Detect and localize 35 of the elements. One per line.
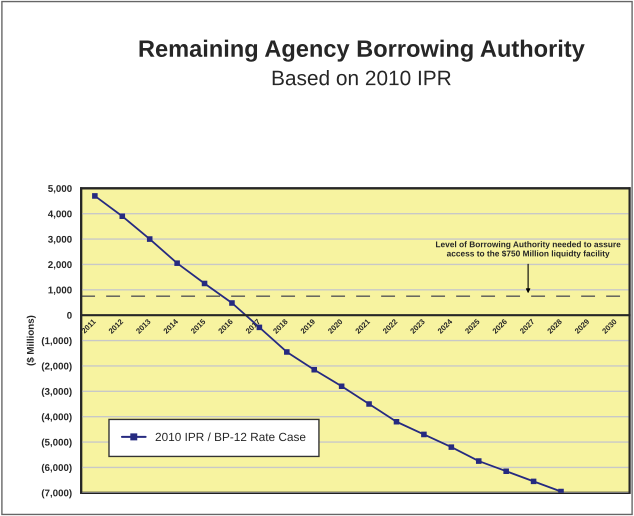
y-tick-label: 4,000 <box>48 210 72 219</box>
y-tick-label: 0 <box>67 312 72 319</box>
y-tick-label: (7,000) <box>42 489 72 498</box>
point <box>558 488 564 493</box>
y-tick-label: 5,000 <box>48 185 72 194</box>
y-axis-title: ($ Millions) <box>26 316 36 366</box>
point <box>530 478 536 484</box>
y-tick-label: (1,000) <box>42 337 72 346</box>
y-tick-label: (6,000) <box>42 464 72 473</box>
y-tick-label: 3,000 <box>48 236 72 244</box>
ref-line-label: Level of Borrowing Authority needed to assure access to the $750 Million liquidty facility <box>436 241 621 258</box>
point <box>338 383 344 390</box>
y-tick-label: (3,000) <box>42 388 72 397</box>
point <box>503 468 509 474</box>
y-tick-label: (4,000) <box>42 413 72 422</box>
y-tick-label: (5,000) <box>42 438 72 448</box>
legend-label: 2010 IPR / BP-12 Rate Case <box>156 432 306 442</box>
y-tick-label: (2,000) <box>42 362 72 372</box>
point <box>229 300 235 306</box>
point <box>174 260 180 266</box>
point <box>120 213 126 220</box>
point <box>448 444 454 450</box>
point <box>146 236 152 242</box>
point <box>284 349 290 355</box>
point <box>202 280 208 286</box>
point <box>92 193 98 199</box>
y-tick-label: 1,000 <box>48 286 72 295</box>
y-tick-label: 2,000 <box>48 261 72 270</box>
point <box>476 458 482 464</box>
point <box>366 401 372 407</box>
chart-title: Remaining Agency Borrowing Authority <box>140 40 585 62</box>
chart-subtitle: Based on 2010 IPR <box>272 70 451 86</box>
point <box>311 366 318 373</box>
point <box>421 432 427 438</box>
point <box>394 418 400 425</box>
